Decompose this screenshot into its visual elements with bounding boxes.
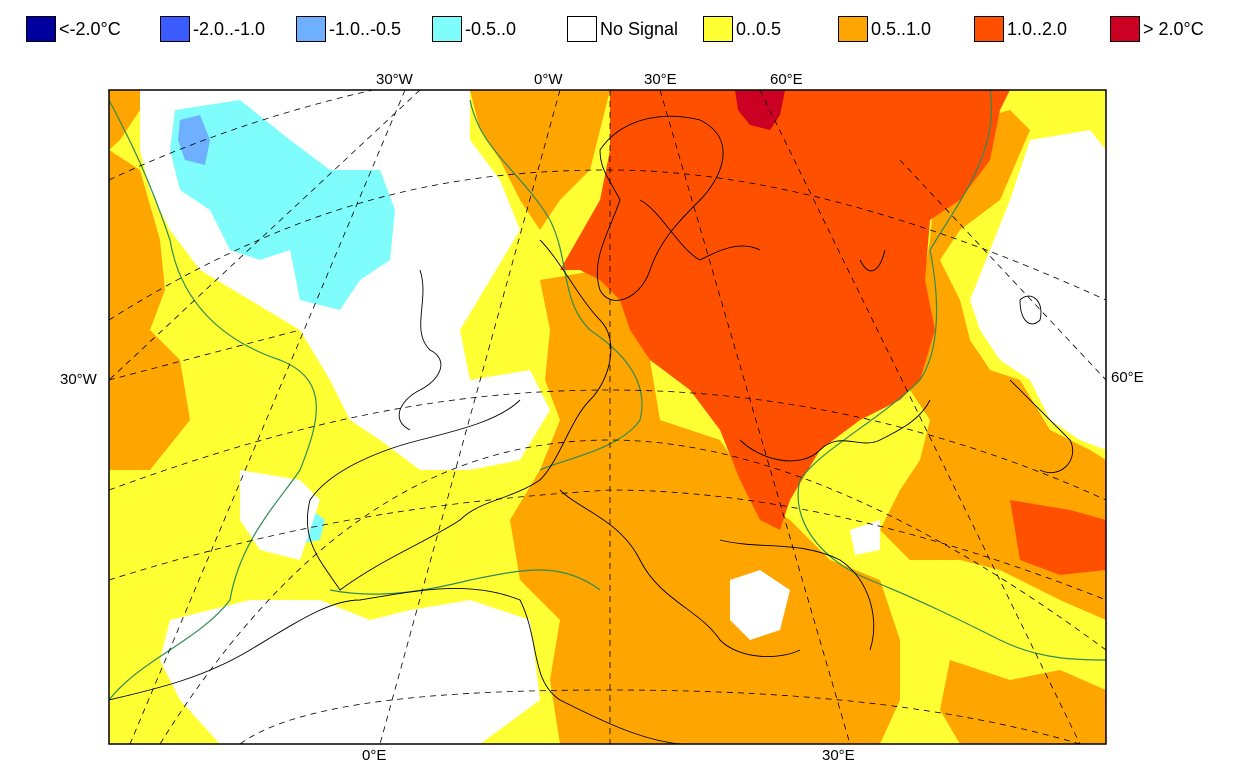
field-no-signal-sw — [240, 470, 320, 560]
bottom-label-30e: 30°E — [822, 747, 855, 763]
contour-line — [797, 90, 1106, 661]
legend-label: -1.0..-0.5 — [329, 18, 402, 39]
coastline — [596, 115, 724, 301]
legend-item: -0.5..0 — [432, 14, 516, 44]
coastline — [109, 588, 681, 744]
legend-swatch — [296, 16, 326, 42]
field-no-signal-east — [970, 130, 1106, 450]
left-label-30w: 30°W — [60, 371, 98, 388]
field-orange-nw — [109, 90, 150, 150]
field-blue-patch — [178, 115, 210, 165]
contour-line — [109, 99, 317, 701]
legend-swatch — [838, 16, 868, 42]
top-label-0w: 0°W — [534, 71, 563, 88]
legend-item: -1.0..-0.5 — [296, 14, 401, 44]
coastline — [719, 539, 875, 651]
legend-item: 0..0.5 — [703, 14, 781, 44]
coastline — [559, 489, 801, 658]
field-orange-central — [510, 270, 900, 744]
legend-swatch — [432, 16, 462, 42]
field-no-signal-bits — [850, 520, 880, 555]
legend-swatch — [703, 16, 733, 42]
field-orange-north — [470, 90, 610, 230]
legend-swatch — [974, 16, 1004, 42]
field-red-orange — [560, 90, 1010, 530]
legend-swatch — [160, 16, 190, 42]
contour-line — [329, 569, 601, 595]
legend-item: <-2.0°C — [26, 14, 121, 44]
coastline — [306, 239, 612, 591]
bottom-label-0e: 0°E — [362, 747, 386, 763]
field-dark-red — [735, 90, 785, 130]
top-label-60e: 60°E — [770, 71, 803, 88]
top-label-30w: 30°W — [376, 71, 414, 88]
legend-label: <-2.0°C — [59, 18, 121, 39]
coastline — [859, 249, 886, 272]
top-label-30e: 30°E — [644, 71, 677, 88]
legend-item: > 2.0°C — [1110, 14, 1204, 44]
legend-swatch — [1110, 16, 1140, 42]
field-orange-west — [109, 150, 190, 470]
legend-label: No Signal — [600, 18, 679, 39]
legend-swatch — [26, 16, 56, 42]
legend: <-2.0°C -2.0..-1.0 -1.0..-0.5 -0.5..0 No… — [0, 0, 1252, 60]
legend-label: > 2.0°C — [1143, 18, 1204, 39]
field-orange-east — [880, 110, 1106, 620]
field-light-blue — [170, 100, 395, 310]
legend-label: 0.5..1.0 — [871, 18, 932, 39]
right-label-60e: 60°E — [1111, 369, 1144, 386]
legend-swatch — [567, 16, 597, 42]
coastline — [639, 199, 761, 261]
coastline — [1009, 379, 1074, 474]
field-no-signal-africa — [160, 600, 540, 744]
coastline — [398, 269, 442, 431]
legend-label: 1.0..2.0 — [1007, 18, 1068, 39]
legend-label: -0.5..0 — [465, 18, 517, 39]
legend-item: 0.5..1.0 — [838, 14, 931, 44]
contour-line — [469, 99, 643, 471]
legend-item: No Signal — [567, 14, 678, 44]
legend-item: 1.0..2.0 — [974, 14, 1067, 44]
map-field — [109, 90, 1106, 744]
coastline — [1019, 295, 1042, 325]
map-border — [108, 89, 1107, 745]
legend-label: -2.0..-1.0 — [193, 18, 266, 39]
field-orange-east-lower — [940, 660, 1106, 744]
graticule — [109, 90, 1106, 744]
field-red-orange-east — [1010, 500, 1106, 575]
legend-item: -2.0..-1.0 — [160, 14, 265, 44]
field-no-signal-aegean — [730, 570, 790, 640]
legend-label: 0..0.5 — [736, 18, 782, 39]
coastline — [739, 399, 931, 462]
